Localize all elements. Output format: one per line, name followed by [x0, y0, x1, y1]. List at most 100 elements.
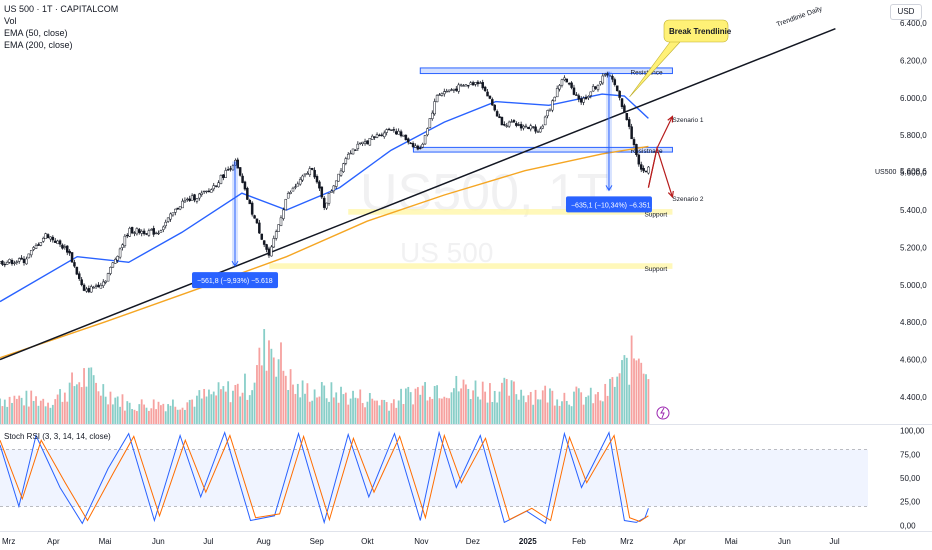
candle-body [462, 85, 465, 87]
candle-body [399, 131, 403, 137]
candle-body [445, 90, 448, 93]
volume-bar [388, 410, 390, 424]
volume-bar [54, 399, 57, 424]
volume-bar [145, 407, 148, 424]
volume-bar [457, 391, 460, 424]
candle-body [635, 144, 638, 156]
volume-bar [258, 347, 261, 424]
stoch-line [0, 430, 649, 525]
volume-bar [611, 377, 614, 424]
candle-body [195, 198, 199, 202]
volume-bar [469, 399, 472, 424]
candle-body [152, 228, 155, 235]
ema50-legend[interactable]: EMA (50, close) [4, 28, 68, 38]
volume-bar [477, 396, 479, 424]
volume-bar [561, 401, 563, 424]
candle-body [594, 86, 597, 89]
volume-bar [27, 406, 30, 424]
volume-bar [534, 389, 537, 424]
candle-body [387, 128, 391, 131]
volume-bar [402, 404, 405, 424]
candle-body [373, 136, 376, 138]
candle-body [29, 250, 33, 256]
volume-bar [181, 407, 184, 424]
volume-bar [196, 395, 198, 424]
volume-bar [306, 383, 309, 424]
volume-bar [412, 404, 414, 424]
candle-body [642, 168, 645, 172]
volume-bar [465, 384, 467, 424]
candle-body [145, 233, 148, 235]
volume-bar [354, 397, 357, 424]
volume-bar [160, 405, 162, 424]
volume-bar [32, 400, 35, 424]
ema200-legend[interactable]: EMA (200, close) [4, 40, 73, 50]
volume-bar [563, 392, 566, 424]
symbol-title[interactable]: US 500 · 1T · CAPITALCOM [4, 4, 119, 14]
volume-bar [299, 397, 302, 424]
volume-bar [493, 390, 496, 424]
price-axis-tick: 4.600,0 [900, 356, 927, 365]
candle-body [411, 143, 415, 148]
resistance-zone-label: Resistance [630, 70, 663, 77]
volume-bar [568, 404, 571, 424]
candle-body [320, 186, 324, 198]
volume-bar [522, 395, 525, 424]
candle-body [229, 168, 232, 170]
volume-bar [220, 389, 222, 424]
volume-bar [272, 357, 275, 424]
volume-bar [292, 384, 294, 424]
volume-bar [37, 405, 40, 424]
volume-bar [287, 390, 290, 424]
candle-body [440, 93, 444, 96]
volume-bar [556, 399, 559, 424]
volume-bar [59, 389, 61, 424]
candle-body [584, 96, 588, 100]
volume-bar [445, 397, 448, 424]
candle-body [5, 262, 9, 265]
candle-body [279, 217, 283, 226]
volume-bar [131, 409, 133, 424]
candle-body [498, 116, 501, 119]
volume-bar [109, 391, 112, 424]
volume-bar [400, 388, 402, 424]
volume-bar [472, 390, 475, 424]
volume-bar [340, 386, 342, 424]
price-axis-tick: 6.400,0 [900, 19, 927, 28]
candle-body [90, 286, 93, 293]
candle-body [572, 87, 576, 95]
candle-body [17, 258, 21, 262]
candle-body [8, 259, 11, 263]
time-axis-tick: Sep [310, 537, 325, 546]
candle-body [282, 209, 285, 219]
candle-body [97, 284, 100, 288]
volume-bar [539, 399, 542, 424]
volume-bar [606, 395, 609, 424]
candle-body [380, 134, 384, 136]
volume-bar [47, 402, 49, 424]
candle-body [334, 180, 338, 187]
candle-body [327, 193, 331, 204]
volume-bar [289, 369, 292, 424]
currency-button[interactable]: USD [890, 4, 922, 20]
candle-body [183, 200, 187, 203]
candle-body [459, 84, 463, 86]
time-axis-tick: Nov [414, 537, 428, 546]
candle-body [32, 247, 35, 250]
measure-arrowhead [605, 185, 613, 192]
volume-legend[interactable]: Vol [4, 16, 17, 26]
volume-bar [6, 406, 9, 424]
stoch-rsi-legend[interactable]: Stoch RSI (3, 3, 14, 14, close) [4, 432, 111, 441]
volume-bar [419, 394, 422, 424]
volume-bar [527, 395, 530, 424]
volume-bar [150, 408, 153, 424]
candle-body [27, 253, 31, 259]
price-axis-tick: 5.200,0 [900, 243, 927, 252]
volume-bar [13, 395, 16, 424]
volume-bar [277, 359, 280, 424]
volume-bar [162, 403, 165, 424]
volume-bar [361, 403, 364, 424]
volume-bar [424, 382, 426, 424]
candle-body [493, 104, 496, 111]
